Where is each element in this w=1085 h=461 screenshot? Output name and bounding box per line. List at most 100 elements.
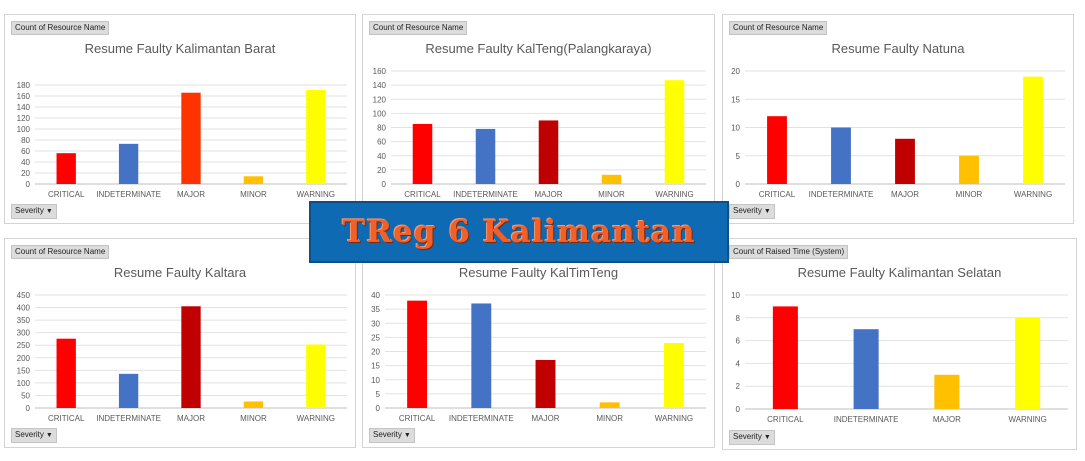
x-tick-label: MINOR — [956, 190, 983, 199]
bar-indeterminate — [118, 143, 139, 184]
y-tick-label: 250 — [17, 341, 31, 350]
y-tick-label: 200 — [17, 354, 31, 363]
severity-filter-button[interactable]: Severity ▼ — [11, 428, 57, 443]
y-tick-label: 0 — [382, 180, 387, 189]
value-field-tag[interactable]: Count of Resource Name — [11, 21, 110, 35]
filter-label: Severity — [373, 430, 402, 439]
y-tick-label: 100 — [17, 379, 31, 388]
x-tick-label: CRITICAL — [759, 190, 796, 199]
x-tick-label: INDETERMINATE — [96, 414, 161, 423]
x-tick-label: MAJOR — [177, 190, 205, 199]
y-tick-label: 15 — [371, 362, 380, 371]
bar-major — [535, 359, 556, 408]
bar-critical — [767, 116, 787, 184]
x-tick-label: MAJOR — [532, 414, 560, 423]
y-tick-label: 60 — [21, 147, 30, 156]
bar-critical — [56, 153, 76, 184]
dropdown-arrow-icon: ▼ — [45, 208, 53, 215]
bar-minor — [599, 402, 620, 408]
chart-title: Resume Faulty Kaltara — [113, 265, 247, 280]
y-tick-label: 10 — [731, 124, 740, 133]
value-field-tag[interactable]: Count of Resource Name — [11, 245, 110, 259]
bar-chart-plot: 0 20 40 60 80 100 120 140 160 180 CRITICAL INDETERM… — [17, 81, 347, 199]
x-tick-label: CRITICAL — [767, 415, 804, 424]
y-tick-label: 100 — [17, 125, 31, 134]
x-tick-label: CRITICAL — [48, 414, 85, 423]
bar-indeterminate — [475, 128, 496, 184]
bar-major — [538, 120, 559, 184]
bar-minor — [243, 176, 264, 184]
y-tick-label: 6 — [736, 337, 741, 346]
y-tick-label: 4 — [736, 359, 741, 368]
x-tick-label: INDETERMINATE — [453, 190, 518, 199]
bar-indeterminate — [471, 303, 492, 408]
y-tick-label: 120 — [373, 95, 387, 104]
bar-major — [934, 374, 960, 409]
dropdown-arrow-icon: ▼ — [45, 432, 53, 439]
y-tick-label: 20 — [731, 67, 740, 76]
y-tick-label: 25 — [371, 333, 380, 342]
bar-chart-plot: 0 5 10 15 20 25 30 35 40 CRITICAL INDETERMINATE MAJ… — [371, 291, 706, 423]
x-tick-label: INDETERMINATE — [449, 414, 514, 423]
y-tick-label: 140 — [17, 103, 31, 112]
y-tick-label: 0 — [736, 405, 741, 414]
chart-panel-kalteng-palangkaraya: Count of Resource Name Resume Faulty Kal… — [362, 14, 715, 224]
chart-panel-kalimantan-selatan: Count of Raised Time (System) Resume Fau… — [722, 238, 1077, 450]
y-tick-label: 35 — [371, 305, 380, 314]
y-tick-label: 5 — [376, 390, 381, 399]
y-tick-label: 5 — [736, 152, 741, 161]
x-tick-label: CRITICAL — [48, 190, 85, 199]
y-tick-label: 20 — [21, 169, 30, 178]
value-field-tag[interactable]: Count of Raised Time (System) — [729, 245, 849, 259]
x-tick-label: WARNING — [1014, 190, 1052, 199]
bar-chart-plot: 0 5 10 15 20 CRITICAL INDETERMINATE MAJOR MINOR W… — [731, 67, 1065, 199]
y-tick-label: 160 — [17, 92, 31, 101]
y-tick-label: 10 — [371, 376, 380, 385]
bar-indeterminate — [118, 373, 139, 408]
dropdown-arrow-icon: ▼ — [403, 432, 411, 439]
bar-minor — [243, 401, 264, 408]
y-tick-label: 400 — [17, 304, 31, 313]
region-banner: TReg 6 Kalimantan — [309, 201, 729, 263]
y-tick-label: 0 — [376, 404, 381, 413]
bar-critical — [772, 306, 798, 409]
y-tick-label: 30 — [371, 319, 380, 328]
bar-minor — [601, 174, 622, 184]
y-tick-label: 140 — [373, 81, 387, 90]
chart-title: Resume Faulty Kalimantan Selatan — [797, 265, 1002, 280]
severity-filter-button[interactable]: Severity ▼ — [11, 204, 57, 219]
bar-warning — [1015, 317, 1041, 409]
bar-chart-plot: 0 20 40 60 80 100 120 140 160 CRITICAL INDETERMINA… — [373, 67, 706, 199]
y-tick-label: 20 — [371, 348, 380, 357]
x-tick-label: MINOR — [596, 414, 623, 423]
x-tick-label: INDETERMINATE — [809, 190, 874, 199]
y-tick-label: 0 — [736, 180, 741, 189]
bar-critical — [56, 338, 76, 408]
banner-title: TReg 6 Kalimantan — [342, 214, 696, 250]
y-tick-label: 50 — [21, 391, 30, 400]
x-tick-label: MAJOR — [933, 415, 961, 424]
chart-panel-kaltara: Count of Resource Name Resume Faulty Kal… — [4, 238, 356, 448]
x-tick-label: WARNING — [655, 190, 693, 199]
x-tick-label: INDETERMINATE — [834, 415, 899, 424]
y-tick-label: 350 — [17, 316, 31, 325]
y-tick-label: 2 — [736, 382, 741, 391]
y-tick-label: 0 — [26, 180, 31, 189]
x-tick-label: MINOR — [240, 414, 267, 423]
bar-indeterminate — [831, 127, 851, 184]
chart-panel-kaltimteng: Resume Faulty KalTimTeng 0 5 10 15 20 25 30 35 4… — [362, 238, 715, 448]
y-tick-label: 300 — [17, 329, 31, 338]
severity-filter-button[interactable]: Severity ▼ — [369, 428, 415, 443]
chart-title: Resume Faulty KalTeng(Palangkaraya) — [425, 41, 652, 56]
bar-warning — [306, 89, 326, 184]
value-field-tag[interactable]: Count of Resource Name — [369, 21, 468, 35]
x-tick-label: INDETERMINATE — [96, 190, 161, 199]
x-tick-label: MINOR — [240, 190, 267, 199]
value-field-tag[interactable]: Count of Resource Name — [729, 21, 828, 35]
bar-chart-plot: 0 50 100 150 200 250 300 350 400 450 CRITICAL INDET… — [17, 291, 347, 423]
severity-filter-button[interactable]: Severity ▼ — [729, 204, 775, 219]
x-tick-label: MINOR — [598, 190, 625, 199]
severity-filter-button[interactable]: Severity ▼ — [729, 430, 775, 445]
bar-warning — [306, 344, 326, 408]
chart-title: Resume Faulty Kalimantan Barat — [84, 41, 276, 56]
